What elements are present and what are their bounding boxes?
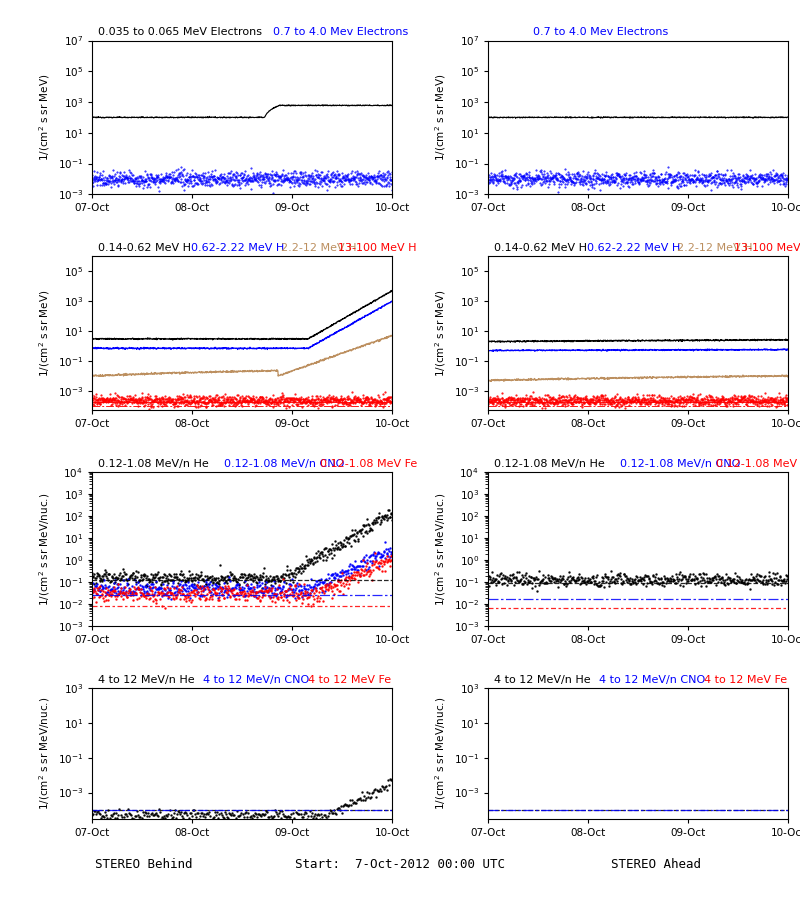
Text: Start:  7-Oct-2012 00:00 UTC: Start: 7-Oct-2012 00:00 UTC [295, 859, 505, 871]
Text: 0.7 to 4.0 Mev Electrons: 0.7 to 4.0 Mev Electrons [533, 27, 668, 37]
Y-axis label: 1/(cm$^2$ s sr MeV): 1/(cm$^2$ s sr MeV) [37, 74, 52, 161]
Text: 0.14-0.62 MeV H: 0.14-0.62 MeV H [494, 243, 587, 253]
Text: 0.12-1.08 MeV/n He: 0.12-1.08 MeV/n He [98, 458, 209, 469]
Text: 0.12-1.08 MeV/n CNO: 0.12-1.08 MeV/n CNO [224, 458, 344, 469]
Text: STEREO Behind: STEREO Behind [95, 859, 193, 871]
Text: 0.035 to 0.065 MeV Electrons: 0.035 to 0.065 MeV Electrons [98, 27, 262, 37]
Y-axis label: 1/(cm$^2$ s sr MeV/nuc.): 1/(cm$^2$ s sr MeV/nuc.) [37, 698, 52, 810]
Text: 4 to 12 MeV/n CNO: 4 to 12 MeV/n CNO [203, 675, 310, 685]
Text: 4 to 12 MeV/n He: 4 to 12 MeV/n He [494, 675, 590, 685]
Y-axis label: 1/(cm$^2$ s sr MeV): 1/(cm$^2$ s sr MeV) [37, 290, 52, 377]
Text: 0.12-1.08 MeV Fe: 0.12-1.08 MeV Fe [716, 458, 800, 469]
Text: 13-100 MeV H: 13-100 MeV H [734, 243, 800, 253]
Text: 0.12-1.08 MeV/n He: 0.12-1.08 MeV/n He [494, 458, 605, 469]
Text: 4 to 12 MeV/n CNO: 4 to 12 MeV/n CNO [599, 675, 706, 685]
Text: 0.14-0.62 MeV H: 0.14-0.62 MeV H [98, 243, 191, 253]
Y-axis label: 1/(cm$^2$ s sr MeV): 1/(cm$^2$ s sr MeV) [433, 290, 448, 377]
Text: 2.2-12 MeV H: 2.2-12 MeV H [281, 243, 357, 253]
Text: 0.7 to 4.0 Mev Electrons: 0.7 to 4.0 Mev Electrons [266, 27, 408, 37]
Text: 4 to 12 MeV Fe: 4 to 12 MeV Fe [704, 675, 787, 685]
Text: 13-100 MeV H: 13-100 MeV H [338, 243, 417, 253]
Y-axis label: 1/(cm$^2$ s sr MeV/nuc.): 1/(cm$^2$ s sr MeV/nuc.) [37, 492, 52, 606]
Y-axis label: 1/(cm$^2$ s sr MeV/nuc.): 1/(cm$^2$ s sr MeV/nuc.) [433, 698, 448, 810]
Text: STEREO Ahead: STEREO Ahead [611, 859, 701, 871]
Text: 4 to 12 MeV Fe: 4 to 12 MeV Fe [308, 675, 391, 685]
Y-axis label: 1/(cm$^2$ s sr MeV): 1/(cm$^2$ s sr MeV) [433, 74, 448, 161]
Text: 0.62-2.22 MeV H: 0.62-2.22 MeV H [191, 243, 284, 253]
Text: 4 to 12 MeV/n He: 4 to 12 MeV/n He [98, 675, 194, 685]
Y-axis label: 1/(cm$^2$ s sr MeV/nuc.): 1/(cm$^2$ s sr MeV/nuc.) [433, 492, 448, 606]
Text: 0.62-2.22 MeV H: 0.62-2.22 MeV H [587, 243, 680, 253]
Text: 0.12-1.08 MeV Fe: 0.12-1.08 MeV Fe [320, 458, 418, 469]
Text: 0.12-1.08 MeV/n CNO: 0.12-1.08 MeV/n CNO [620, 458, 740, 469]
Text: 2.2-12 MeV H: 2.2-12 MeV H [677, 243, 753, 253]
